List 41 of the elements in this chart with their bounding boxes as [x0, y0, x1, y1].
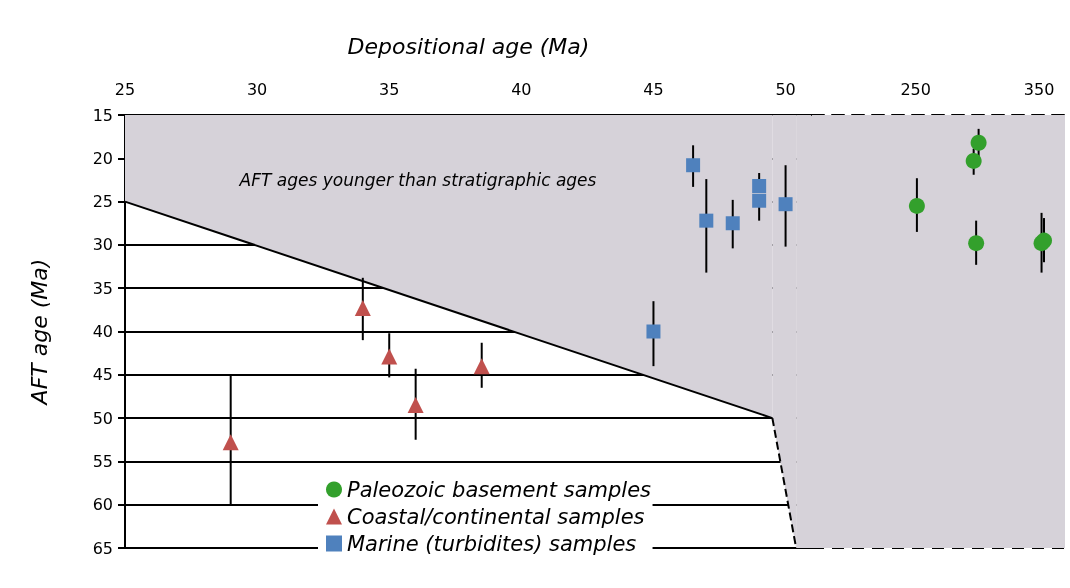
y-tick-label: 65 [92, 538, 113, 558]
x-tick-label: 45 [643, 79, 664, 99]
y-tick-label: 40 [92, 322, 113, 341]
x-tick-label: 350 [1023, 79, 1055, 99]
point [407, 397, 424, 414]
point [473, 358, 490, 375]
y-tick-label: 60 [92, 495, 113, 515]
y-tick-label: 35 [92, 278, 113, 298]
point [646, 324, 661, 339]
x-tick-label: 250 [900, 79, 931, 99]
y-tick-label: 25 [92, 192, 113, 212]
point [686, 158, 701, 173]
point [908, 197, 925, 214]
point [778, 197, 793, 212]
x-tick-label: 50 [775, 79, 796, 99]
x-tick-label: 40 [511, 79, 532, 99]
y-axis-title: AFT age (Ma) [26, 258, 52, 407]
point [752, 179, 767, 194]
x-tick-label: 25 [114, 79, 136, 99]
legend-label: Marine (turbidites) samples [347, 531, 637, 556]
y-tick-label: 45 [92, 365, 113, 385]
point [222, 434, 239, 451]
point [381, 348, 398, 365]
point [725, 216, 740, 231]
point [752, 193, 767, 208]
x-axis-title: Depositional age (Ma) [347, 33, 590, 59]
point [970, 134, 987, 151]
annotation: AFT ages younger than stratigraphic ages [238, 170, 597, 190]
point [699, 213, 714, 228]
y-tick-label: 15 [92, 105, 113, 125]
point [354, 300, 371, 317]
x-tick-label: 35 [379, 79, 400, 99]
y-tick-label: 50 [92, 408, 113, 428]
y-tick-label: 30 [92, 235, 113, 255]
point [965, 152, 982, 169]
legend-label: Coastal/continental samples [347, 504, 645, 529]
point [968, 235, 985, 252]
y-tick-label: 20 [92, 148, 113, 168]
y-tick-label: 55 [92, 451, 113, 471]
legend-label: Paleozoic basement samples [347, 477, 652, 502]
x-tick-label: 30 [246, 79, 268, 99]
